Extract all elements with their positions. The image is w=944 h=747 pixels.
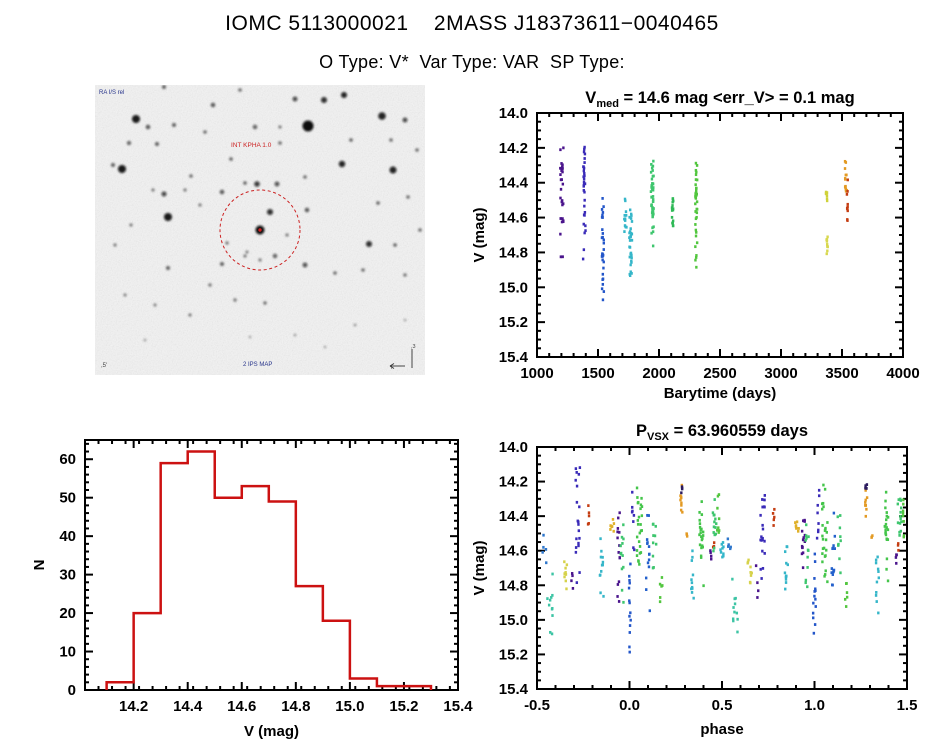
svg-text:15.2: 15.2	[499, 646, 528, 663]
svg-text:60: 60	[59, 451, 76, 468]
finder-annotation: INT KPHA 1.0	[231, 142, 272, 149]
target-circle	[219, 189, 301, 271]
svg-text:N: N	[31, 560, 48, 571]
svg-text:14.4: 14.4	[499, 508, 529, 525]
svg-text:Barytime (days): Barytime (days)	[664, 385, 777, 402]
finder-annotation: r	[391, 365, 393, 371]
compass-mark	[389, 363, 395, 367]
svg-text:20: 20	[59, 605, 76, 622]
svg-text:V (mag): V (mag)	[244, 723, 299, 740]
svg-text:phase: phase	[700, 721, 743, 738]
svg-text:14.8: 14.8	[499, 244, 528, 261]
svg-text:1.0: 1.0	[804, 697, 825, 714]
finder-annotation: ,3	[411, 344, 416, 350]
svg-text:PVSX = 63.960559 days: PVSX = 63.960559 days	[636, 422, 808, 443]
page-title: IOMC 5113000021 2MASS J18373611−0040465	[225, 12, 719, 35]
svg-text:14.4: 14.4	[499, 175, 529, 192]
svg-text:15.2: 15.2	[389, 698, 418, 715]
svg-text:3500: 3500	[825, 365, 858, 382]
finder-annotation: 2 IPS MAP	[243, 362, 272, 368]
target-marker	[258, 228, 262, 232]
phase-folded-plot: -0.5 0.0 0.5 1.0 1.5 14.0 14.2 14.4 14.6 14.8 15.0…	[471, 422, 918, 738]
svg-text:15.4: 15.4	[443, 698, 473, 715]
svg-text:0: 0	[68, 682, 76, 699]
svg-text:0.0: 0.0	[619, 697, 640, 714]
svg-text:14.8: 14.8	[499, 577, 528, 594]
svg-text:50: 50	[59, 490, 76, 507]
compass-mark	[389, 365, 395, 369]
svg-text:1.5: 1.5	[897, 697, 918, 714]
svg-text:0.5: 0.5	[712, 697, 733, 714]
svg-text:14.4: 14.4	[173, 698, 203, 715]
svg-text:2500: 2500	[703, 365, 736, 382]
svg-text:14.6: 14.6	[499, 543, 528, 560]
finder-annotation: RA I/S rel	[99, 90, 124, 96]
svg-text:V (mag): V (mag)	[471, 207, 488, 262]
svg-text:14.2: 14.2	[499, 140, 528, 157]
svg-text:14.6: 14.6	[499, 210, 528, 227]
svg-text:10: 10	[59, 644, 76, 661]
svg-text:14.2: 14.2	[499, 474, 528, 491]
svg-text:14.6: 14.6	[227, 698, 256, 715]
svg-text:1000: 1000	[520, 365, 553, 382]
svg-text:14.2: 14.2	[119, 698, 148, 715]
svg-text:3000: 3000	[764, 365, 797, 382]
svg-text:1500: 1500	[581, 365, 614, 382]
svg-text:14.8: 14.8	[281, 698, 310, 715]
svg-text:V (mag): V (mag)	[471, 540, 488, 595]
magnitude-histogram-plot: 14.2 14.4 14.6 14.8 15.0 15.2 15.4 0 10 20 30 40 50 6…	[31, 439, 473, 740]
svg-text:14.0: 14.0	[499, 439, 528, 456]
svg-text:40: 40	[59, 528, 76, 545]
finder-annotation: ,5'	[101, 363, 107, 369]
svg-text:15.0: 15.0	[499, 612, 528, 629]
finder-chart-image: RA I/S rel INT KPHA 1.0 2 IPS MAP ,5' ,3 r	[95, 85, 425, 375]
svg-text:4000: 4000	[886, 365, 919, 382]
svg-text:15.0: 15.0	[499, 279, 528, 296]
svg-text:2000: 2000	[642, 365, 675, 382]
page-subtitle: O Type: V* Var Type: VAR SP Type:	[319, 52, 625, 72]
svg-text:15.4: 15.4	[499, 681, 529, 698]
svg-text:14.0: 14.0	[499, 105, 528, 122]
svg-text:-0.5: -0.5	[524, 697, 550, 714]
svg-text:30: 30	[59, 567, 76, 584]
svg-text:15.2: 15.2	[499, 314, 528, 331]
svg-text:15.4: 15.4	[499, 349, 529, 366]
svg-text:Vmed = 14.6 mag <err_V> = 0.1: Vmed = 14.6 mag <err_V> = 0.1 mag	[585, 89, 854, 110]
svg-text:15.0: 15.0	[335, 698, 364, 715]
lightcurve-plot: 1000 1500 2000 2500 3000 3500 4000 14.0 14.2 14.4…	[471, 89, 920, 402]
